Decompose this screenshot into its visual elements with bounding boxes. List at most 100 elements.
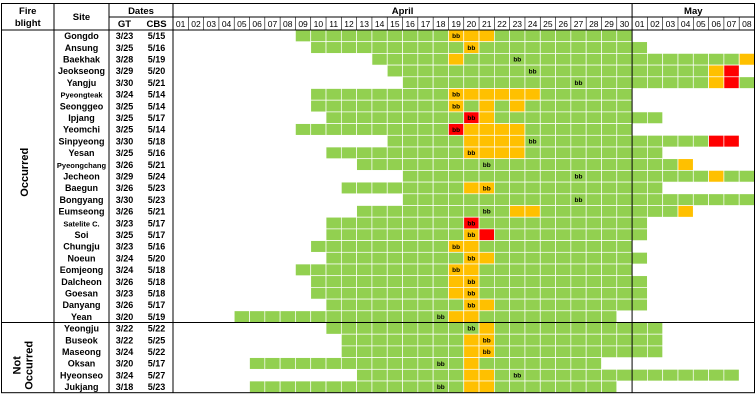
day-cell: [432, 181, 449, 195]
cbs-date: 5/14: [148, 125, 166, 135]
day-label: 14: [375, 19, 385, 29]
day-cell: [692, 170, 709, 183]
day-cell: [310, 263, 327, 277]
day-cell: [570, 158, 587, 171]
day-cell: [340, 322, 357, 335]
gt-date: 3/30: [116, 78, 134, 88]
day-cell: [417, 228, 434, 241]
day-cell: [631, 322, 648, 335]
gt-date: 3/29: [116, 66, 134, 76]
day-cell: [509, 123, 526, 136]
day-cell: [585, 123, 602, 136]
day-cell: [555, 216, 572, 230]
day-cell: [432, 64, 449, 78]
day-cell: [402, 205, 419, 218]
bb-marker: bb: [467, 220, 475, 227]
day-cell: [478, 134, 495, 148]
day-cell: [448, 158, 465, 171]
day-cell: [494, 228, 511, 241]
day-cell: [310, 123, 327, 136]
bb-marker: bb: [467, 232, 475, 239]
day-cell: [524, 193, 541, 206]
site-label: Ipjang: [68, 113, 95, 123]
day-cell: [432, 76, 449, 89]
day-cell: [417, 240, 434, 253]
cbs-date: 5/17: [148, 300, 166, 310]
day-cell: [386, 345, 403, 358]
day-cell: [402, 228, 419, 241]
day-cell: [386, 205, 403, 218]
site-label: Eumseong: [58, 207, 104, 217]
day-cell: [509, 99, 526, 113]
day-cell: [509, 111, 526, 124]
day-cell: [539, 205, 556, 218]
day-cell: [371, 240, 388, 253]
site-label: Jukjang: [64, 382, 98, 392]
day-cell: [524, 345, 541, 358]
day-cell: [494, 170, 511, 183]
day-cell: [325, 41, 342, 54]
day-cell: [448, 275, 465, 288]
day-cell: [601, 146, 618, 160]
day-cell: [509, 263, 526, 277]
day-cell: [539, 240, 556, 253]
day-cell: [371, 380, 388, 394]
day-cell: [555, 287, 572, 300]
day-cell: [417, 333, 434, 347]
day-cell: [402, 310, 419, 323]
day-cell: [631, 158, 648, 171]
day-cell: [601, 99, 618, 113]
gt-date: 3/26: [116, 160, 134, 170]
day-cell: [463, 333, 480, 347]
day-cell: [432, 275, 449, 288]
day-cell: [448, 287, 465, 300]
day-cell: [555, 88, 572, 101]
day-cell: [463, 263, 480, 277]
day-cell: [371, 368, 388, 382]
day-cell: [356, 310, 373, 323]
bb-marker: bb: [437, 314, 445, 321]
day-cell: [432, 193, 449, 206]
day-cell: [448, 368, 465, 382]
day-cell: [463, 76, 480, 89]
cbs-date: 5/18: [148, 288, 166, 298]
day-cell: [463, 170, 480, 183]
day-cell: [417, 193, 434, 206]
day-cell: [432, 41, 449, 54]
day-cell: [555, 275, 572, 288]
day-cell: [601, 193, 618, 206]
gt-date: 3/24: [116, 265, 134, 275]
day-cell: [662, 64, 679, 78]
day-cell: [340, 298, 357, 312]
site-label: Gongdo: [64, 31, 99, 41]
day-cell: [386, 251, 403, 265]
day-cell: [494, 345, 511, 358]
day-cell: [325, 228, 342, 241]
day-cell: [692, 64, 709, 78]
day-cell: [478, 99, 495, 113]
day-cell: [631, 146, 648, 160]
cbs-date: 5/15: [148, 31, 166, 41]
day-cell: [356, 368, 373, 382]
day-cell: [432, 146, 449, 160]
day-cell: [616, 240, 633, 253]
bb-marker: bb: [575, 174, 583, 181]
day-cell: [555, 368, 572, 382]
day-cell: [371, 216, 388, 230]
cbs-date: 5/19: [148, 54, 166, 64]
bb-marker: bb: [452, 92, 460, 99]
day-cell: [279, 380, 296, 394]
site-label: Eomjeong: [60, 265, 104, 275]
day-cell: [601, 298, 618, 312]
day-cell: [340, 29, 357, 43]
day-label: 02: [650, 19, 660, 29]
day-cell: [524, 41, 541, 54]
day-label: 06: [712, 19, 722, 29]
day-cell: [539, 64, 556, 78]
bb-marker: bb: [483, 185, 491, 192]
day-cell: [448, 298, 465, 312]
day-cell: [310, 357, 327, 370]
day-cell: [570, 357, 587, 370]
day-cell: [509, 88, 526, 101]
